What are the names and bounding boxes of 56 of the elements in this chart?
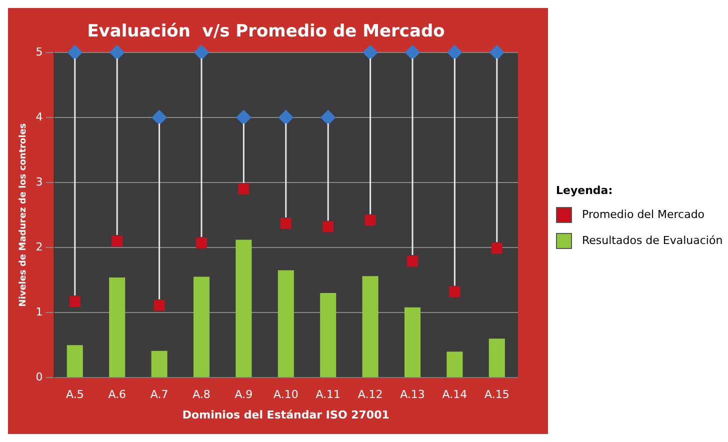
legend-label: Resultados de Evaluación: [582, 234, 723, 247]
point: [67, 44, 82, 60]
point: [489, 44, 504, 60]
bar: [404, 307, 421, 378]
point: [152, 110, 167, 125]
bar: [278, 270, 294, 378]
y-tick-label: 1: [36, 305, 43, 318]
x-tick-label: A.7: [150, 388, 168, 402]
point: [278, 110, 294, 125]
bar: [446, 352, 463, 378]
bar: [109, 277, 126, 378]
bar: [488, 338, 505, 378]
y-tick-label: 3: [36, 175, 43, 188]
point: [280, 218, 292, 229]
x-tick-label: A.5: [66, 388, 84, 402]
bar: [193, 276, 210, 378]
point: [322, 221, 334, 232]
point: [112, 236, 123, 246]
y-tick-label: 2: [36, 240, 43, 254]
legend-title: Leyenda:: [556, 184, 614, 196]
point: [447, 44, 462, 60]
y-tick-label: 0: [36, 370, 43, 384]
x-tick-label: A.9: [234, 388, 253, 402]
bar: [151, 350, 168, 378]
y-axis-title: Niveles de Madurez de los controles: [18, 123, 29, 307]
point: [194, 44, 209, 60]
y-tick-label: 5: [36, 45, 43, 58]
x-tick-label: A.15: [484, 388, 510, 402]
legend-label: Promedio del Mercado: [582, 208, 705, 221]
x-tick-label: A.10: [273, 388, 298, 402]
point: [364, 214, 376, 226]
point: [405, 44, 420, 60]
bar: [236, 240, 252, 378]
point: [154, 300, 165, 311]
point: [196, 238, 207, 248]
y-tick-label: 4: [36, 110, 43, 124]
point: [362, 44, 378, 60]
point: [320, 110, 336, 125]
x-tick-label: A.6: [108, 388, 126, 402]
x-tick-label: A.14: [442, 388, 468, 402]
x-tick-label: A.11: [316, 388, 341, 402]
bar: [320, 293, 336, 378]
point: [110, 44, 125, 60]
point: [69, 296, 80, 307]
point: [491, 242, 502, 254]
bar: [362, 276, 378, 378]
point: [449, 286, 460, 298]
point: [407, 256, 418, 267]
x-tick-label: A.12: [358, 388, 383, 402]
chart-title: Evaluación v/s Promedio de Mercado: [87, 22, 445, 42]
point: [236, 110, 252, 125]
point: [238, 184, 250, 194]
x-axis-title: Dominios del Estándar ISO 27001: [182, 408, 390, 422]
x-tick-label: A.13: [400, 388, 425, 402]
x-tick-label: A.8: [192, 388, 210, 402]
bar: [66, 345, 83, 378]
